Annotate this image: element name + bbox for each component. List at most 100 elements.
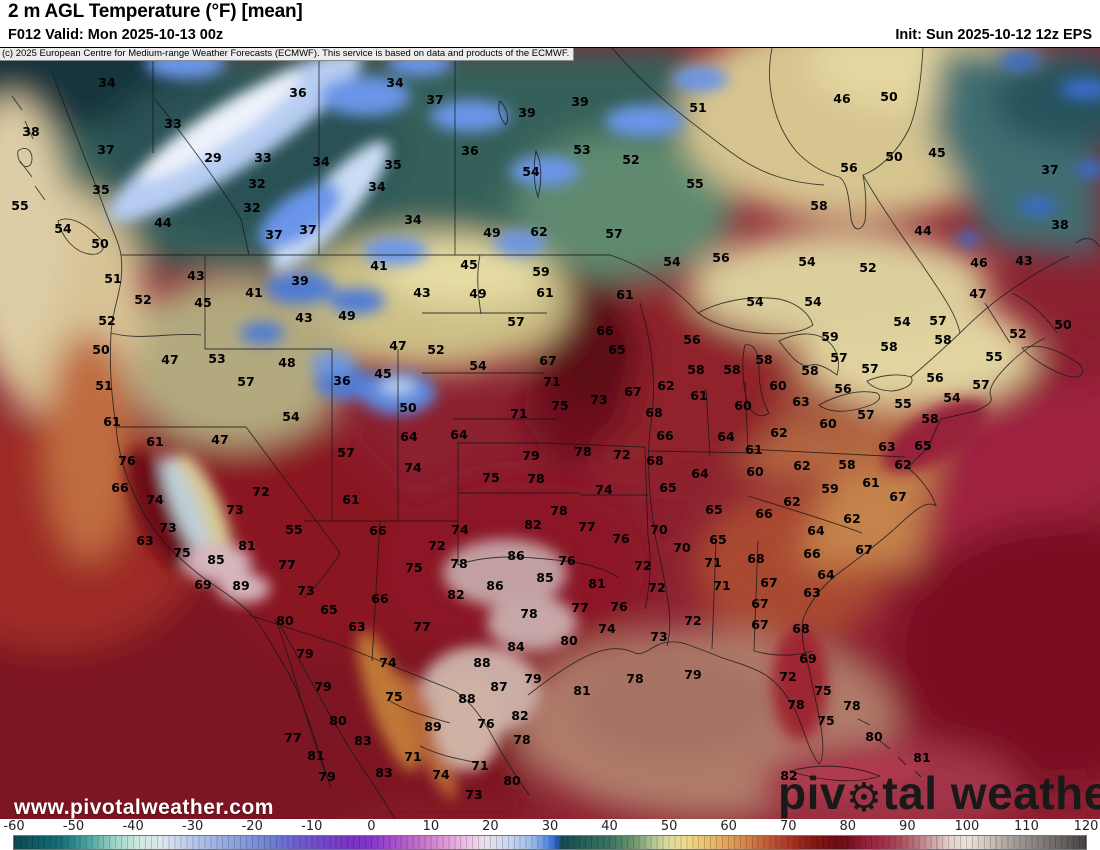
temp-label: 51 <box>95 377 113 393</box>
temp-label: 65 <box>705 501 723 517</box>
init-time: Init: Sun 2025-10-12 12z EPS <box>895 27 1092 43</box>
colorbar-tick-label: 70 <box>779 819 797 834</box>
temp-label: 34 <box>368 178 386 194</box>
colorbar-gradient <box>13 835 1087 850</box>
temp-label: 76 <box>558 552 576 568</box>
temp-label: 52 <box>1009 325 1027 341</box>
temp-label: 55 <box>686 175 704 191</box>
temp-label: 75 <box>385 688 403 704</box>
temp-label: 47 <box>389 337 407 353</box>
temp-label: 64 <box>691 465 709 481</box>
temp-label: 46 <box>970 254 988 270</box>
temp-label: 54 <box>798 253 816 269</box>
temp-label: 32 <box>248 175 266 191</box>
temp-label: 47 <box>161 351 179 367</box>
temp-label: 60 <box>746 463 764 479</box>
temp-label: 79 <box>684 666 702 682</box>
page-title: 2 m AGL Temperature (°F) [mean] <box>8 1 303 22</box>
temp-label: 89 <box>424 718 442 734</box>
brand-text-pre: piv <box>778 767 846 819</box>
temp-label: 60 <box>769 377 787 393</box>
temp-label: 48 <box>278 354 296 370</box>
temp-label: 76 <box>118 452 136 468</box>
temp-label: 53 <box>573 141 591 157</box>
temp-label: 51 <box>689 99 707 115</box>
temp-label: 76 <box>612 530 630 546</box>
temp-label: 62 <box>657 377 675 393</box>
temp-label: 85 <box>207 551 225 567</box>
temp-label: 72 <box>634 557 652 573</box>
temperature-field-map <box>0 48 1100 819</box>
temp-label: 56 <box>926 369 944 385</box>
colorbar-tick-label: 0 <box>367 819 376 834</box>
temp-label: 56 <box>834 380 852 396</box>
temp-label: 88 <box>473 654 491 670</box>
temp-label: 78 <box>550 502 568 518</box>
temp-label: 71 <box>543 373 561 389</box>
temp-label: 64 <box>817 566 835 582</box>
temp-label: 57 <box>507 313 525 329</box>
temp-label: 78 <box>513 731 531 747</box>
map-canvas: 34 36 33 38 37 29 33 34 32 35 55 32 44 54 37 37 50 34 37 39… <box>0 47 1100 820</box>
temp-label: 73 <box>159 519 177 535</box>
temp-label: 73 <box>226 501 244 517</box>
temp-label: 52 <box>622 151 640 167</box>
temp-label: 45 <box>460 256 478 272</box>
temp-label: 72 <box>684 612 702 628</box>
temp-label: 34 <box>404 211 422 227</box>
temp-label: 54 <box>54 220 72 236</box>
temp-label: 74 <box>432 766 450 782</box>
temp-label: 57 <box>830 349 848 365</box>
temp-label: 54 <box>522 163 540 179</box>
temp-label: 64 <box>807 522 825 538</box>
temp-label: 73 <box>590 391 608 407</box>
temp-label: 47 <box>969 285 987 301</box>
temp-label: 36 <box>333 372 351 388</box>
temp-label: 49 <box>338 307 356 323</box>
colorbar-tick-label: 20 <box>482 819 499 834</box>
colorbar-tick-label: -50 <box>62 819 85 834</box>
temp-label: 81 <box>238 537 256 553</box>
temp-label: 58 <box>687 361 705 377</box>
temp-label: 67 <box>539 352 557 368</box>
temp-label: 54 <box>663 253 681 269</box>
temp-label: 65 <box>914 437 932 453</box>
temp-label: 72 <box>779 668 797 684</box>
temp-label: 56 <box>712 249 730 265</box>
temp-label: 38 <box>1051 216 1069 232</box>
temp-label: 44 <box>914 222 932 238</box>
temp-label: 69 <box>194 576 212 592</box>
temp-label: 43 <box>1015 252 1033 268</box>
temp-label: 74 <box>379 654 397 670</box>
temp-label: 58 <box>801 362 819 378</box>
temp-label: 80 <box>329 712 347 728</box>
temp-label: 62 <box>843 510 861 526</box>
temp-label: 78 <box>450 555 468 571</box>
temp-label: 79 <box>314 678 332 694</box>
temp-label: 64 <box>450 426 468 442</box>
temp-label: 39 <box>291 272 309 288</box>
temp-label: 61 <box>536 284 554 300</box>
temp-label: 53 <box>208 350 226 366</box>
temp-label: 89 <box>232 577 250 593</box>
temp-label: 56 <box>840 159 858 175</box>
temp-label: 70 <box>673 539 691 555</box>
temp-label: 55 <box>285 521 303 537</box>
temp-label: 58 <box>921 410 939 426</box>
temp-label: 34 <box>312 153 330 169</box>
temp-label: 46 <box>833 90 851 106</box>
temp-label: 52 <box>134 291 152 307</box>
temp-label: 81 <box>573 682 591 698</box>
temp-label: 51 <box>104 270 122 286</box>
header: 2 m AGL Temperature (°F) [mean] F012 Val… <box>0 0 1100 47</box>
temp-label: 33 <box>164 115 182 131</box>
colorbar: -60 -50 -40 -30 -20 -10 0 10 20 30 40 50 60 70 80 90 100… <box>0 819 1100 850</box>
temp-label: 74 <box>404 459 422 475</box>
colorbar-tick-label: 90 <box>899 819 916 834</box>
temp-label: 75 <box>814 682 832 698</box>
colorbar-tick-label: -60 <box>3 819 25 834</box>
temp-label: 62 <box>894 456 912 472</box>
temp-label: 57 <box>857 406 875 422</box>
temp-label: 78 <box>843 697 861 713</box>
gear-icon: ⚙ <box>845 776 883 820</box>
